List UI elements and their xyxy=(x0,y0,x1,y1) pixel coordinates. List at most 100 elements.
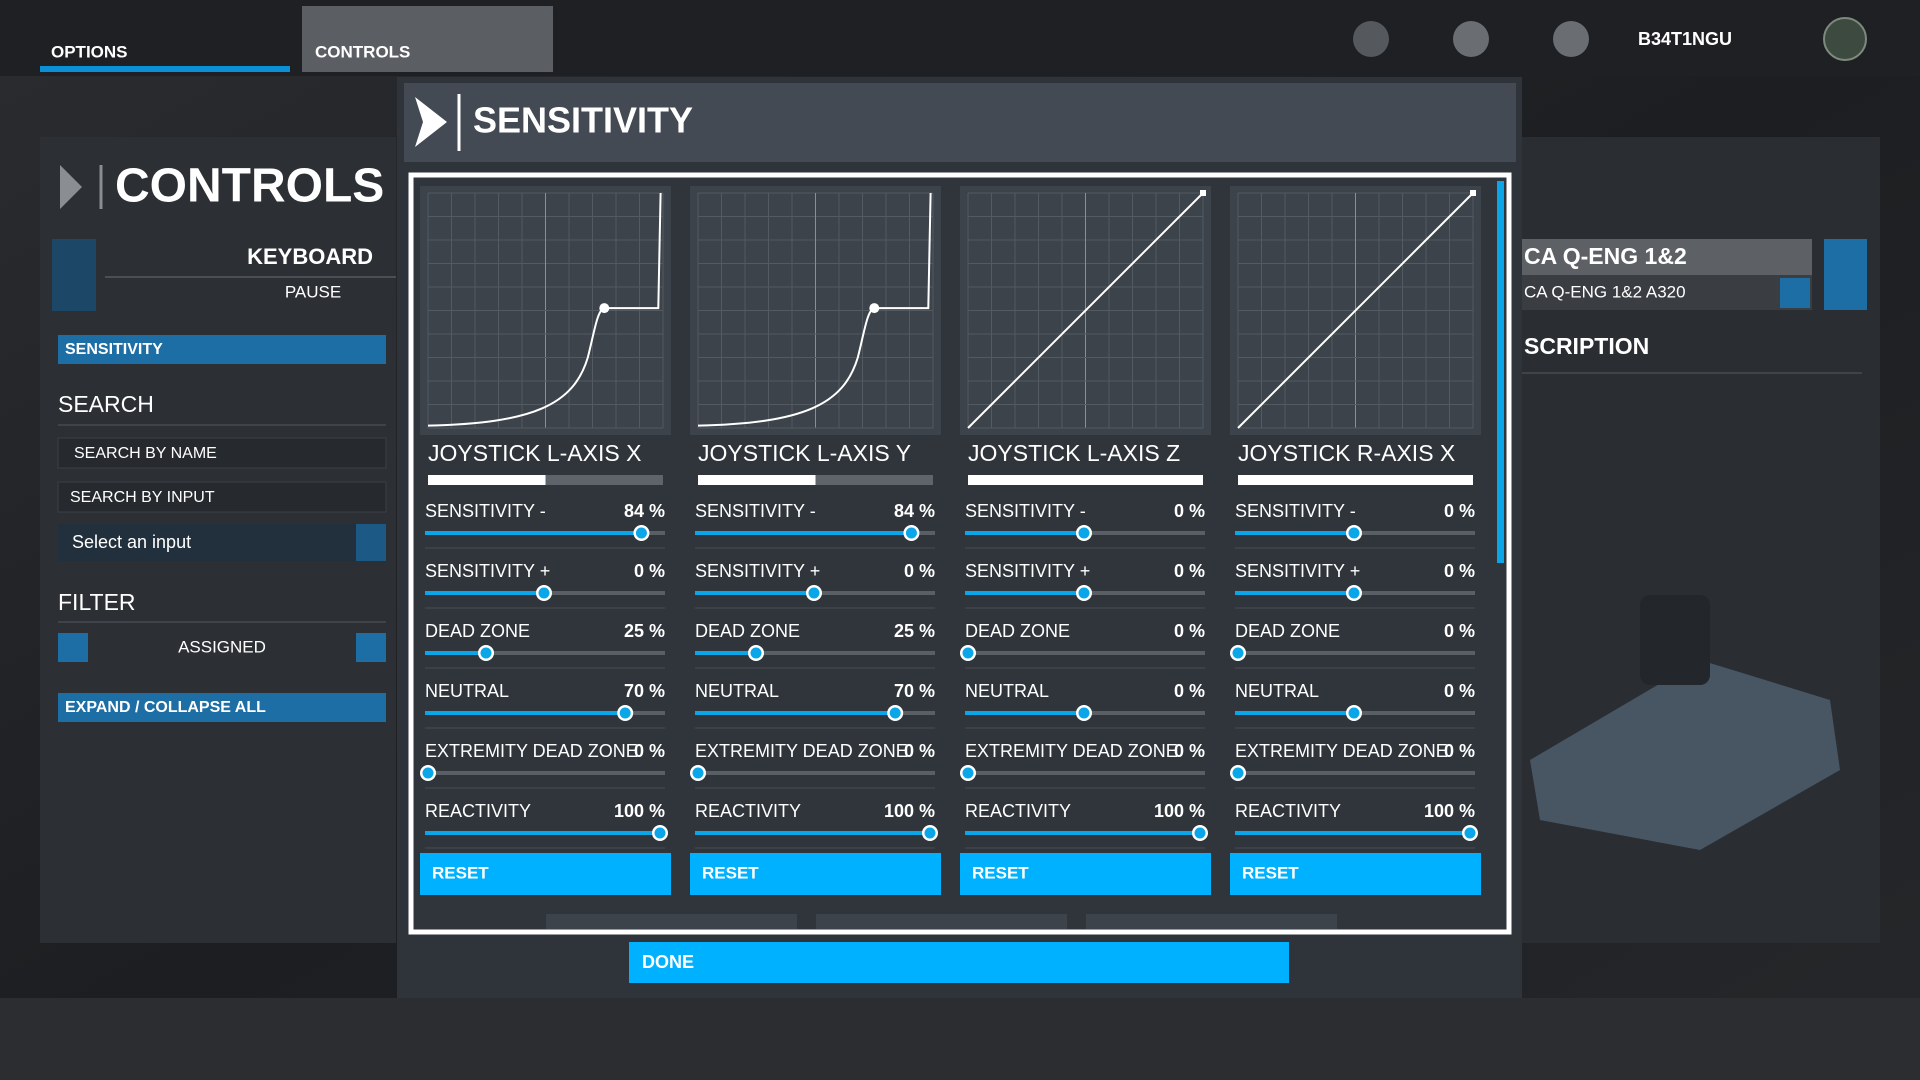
slider-knob-center xyxy=(1464,827,1476,839)
next-row-graph xyxy=(1086,914,1337,929)
device-name: CA Q-ENG 1&2 xyxy=(1524,243,1687,269)
select-arrow[interactable] xyxy=(356,524,386,561)
setting-label: REACTIVITY xyxy=(965,801,1071,821)
input-bar-fill xyxy=(968,475,1203,485)
throttle-image xyxy=(1530,660,1840,850)
tab[interactable]: CONTROLS xyxy=(315,42,410,61)
slider-fill xyxy=(695,591,814,595)
reset-label[interactable]: RESET xyxy=(1242,863,1299,882)
slider-knob-center xyxy=(1348,527,1360,539)
setting-label: DEAD ZONE xyxy=(1235,621,1340,641)
setting-label: SENSITIVITY - xyxy=(425,501,546,521)
filter-next[interactable] xyxy=(356,633,386,662)
modal-header xyxy=(404,83,1516,162)
slider-fill xyxy=(425,651,486,655)
category[interactable]: SENSITIVITY xyxy=(65,341,163,358)
category-highlight[interactable] xyxy=(58,335,386,364)
slider-track[interactable] xyxy=(965,771,1205,775)
done-button[interactable] xyxy=(629,942,1289,983)
expand-label[interactable]: EXPAND / COLLAPSE ALL xyxy=(65,699,266,716)
reset-button[interactable] xyxy=(1230,853,1481,895)
slider-fill xyxy=(425,711,626,715)
search-field[interactable] xyxy=(57,481,387,513)
slider-fill xyxy=(695,711,896,715)
avatar[interactable] xyxy=(1823,17,1867,61)
profile-name: CA Q-ENG 1&2 A320 xyxy=(1524,282,1686,301)
setting-label: SENSITIVITY + xyxy=(695,561,820,581)
profile-icon[interactable] xyxy=(1453,21,1489,57)
setting-value: 0 % xyxy=(1174,561,1205,581)
setting-label: SENSITIVITY + xyxy=(425,561,550,581)
done-label[interactable]: DONE xyxy=(642,952,694,972)
tab-active-bg xyxy=(302,6,553,72)
scrollbar[interactable] xyxy=(1497,181,1504,563)
setting-value: 0 % xyxy=(634,741,665,761)
slider-knob-center xyxy=(889,707,901,719)
slider-fill xyxy=(695,531,912,535)
response-curve xyxy=(967,192,1204,429)
setting-value: 0 % xyxy=(904,561,935,581)
setting-value: 0 % xyxy=(1444,681,1475,701)
tab[interactable]: OPTIONS xyxy=(51,42,128,61)
setting-label: NEUTRAL xyxy=(695,681,779,701)
setting-label: DEAD ZONE xyxy=(965,621,1070,641)
slider-track[interactable] xyxy=(695,771,935,775)
filter-value: ASSIGNED xyxy=(178,637,266,656)
slider-fill xyxy=(425,531,642,535)
setting-value: 100 % xyxy=(1154,801,1205,821)
filter-prev[interactable] xyxy=(58,633,88,662)
slider-knob-center xyxy=(654,827,666,839)
setting-value: 0 % xyxy=(1174,501,1205,521)
reset-label[interactable]: RESET xyxy=(972,863,1029,882)
reset-label[interactable]: RESET xyxy=(702,863,759,882)
reset-label[interactable]: RESET xyxy=(432,863,489,882)
reset-button[interactable] xyxy=(690,853,941,895)
select-input[interactable] xyxy=(58,524,386,561)
curve-point xyxy=(599,303,610,314)
setting-label: DEAD ZONE xyxy=(695,621,800,641)
reset-button[interactable] xyxy=(420,853,671,895)
notification-icon[interactable] xyxy=(1553,21,1589,57)
response-curve xyxy=(427,192,662,427)
search-field[interactable] xyxy=(57,437,387,469)
setting-value: 70 % xyxy=(624,681,665,701)
device-header xyxy=(1522,239,1812,275)
slider-knob-center xyxy=(422,767,434,779)
slider-knob-center xyxy=(480,647,492,659)
slider-track[interactable] xyxy=(1235,651,1475,655)
slider-knob-center xyxy=(750,647,762,659)
setting-label: NEUTRAL xyxy=(425,681,509,701)
slider-track[interactable] xyxy=(695,651,935,655)
curve-point xyxy=(1470,190,1476,196)
axis-name: JOYSTICK R-AXIS X xyxy=(1238,440,1455,466)
profile-arrow[interactable] xyxy=(1780,278,1810,308)
reset-button[interactable] xyxy=(960,853,1211,895)
input-bar-fill xyxy=(428,475,546,485)
slider-fill xyxy=(965,531,1084,535)
setting-label: REACTIVITY xyxy=(695,801,801,821)
slider-knob-center xyxy=(1078,707,1090,719)
top-bar xyxy=(0,0,1920,76)
next-button[interactable] xyxy=(1824,239,1867,310)
response-curve xyxy=(1237,192,1474,429)
prev-button[interactable] xyxy=(52,239,96,311)
slider-knob-center xyxy=(1194,827,1206,839)
slider-knob-center xyxy=(924,827,936,839)
friends-icon[interactable] xyxy=(1353,21,1389,57)
setting-value: 0 % xyxy=(1444,621,1475,641)
slider-track[interactable] xyxy=(1235,771,1475,775)
slider-fill xyxy=(965,591,1084,595)
slider-knob-center xyxy=(692,767,704,779)
setting-label: EXTREMITY DEAD ZONE xyxy=(1235,741,1448,761)
slider-track[interactable] xyxy=(965,651,1205,655)
slider-track[interactable] xyxy=(425,651,665,655)
slider-knob-center xyxy=(1348,587,1360,599)
setting-value: 25 % xyxy=(624,621,665,641)
expand-button[interactable] xyxy=(58,693,386,722)
setting-value: 0 % xyxy=(1444,741,1475,761)
slider-knob-center xyxy=(808,587,820,599)
username: B34T1NGU xyxy=(1638,29,1732,49)
curve-point xyxy=(1200,190,1206,196)
slider-track[interactable] xyxy=(425,771,665,775)
